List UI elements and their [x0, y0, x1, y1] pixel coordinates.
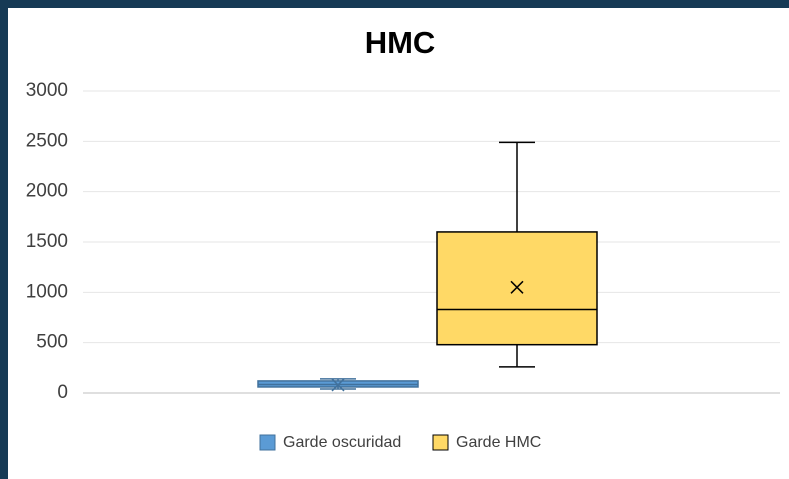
mean-marker [510, 280, 524, 294]
mean-marker [331, 378, 345, 392]
y-tick-label: 2000 [26, 181, 68, 202]
y-tick-label: 0 [57, 382, 68, 403]
y-tick-label: 500 [36, 332, 68, 353]
chart-background [8, 8, 789, 479]
legend-swatch [432, 434, 449, 451]
chart-title: HMC [365, 25, 436, 60]
y-tick-label: 1000 [26, 281, 68, 302]
y-tick-label: 2500 [26, 130, 68, 151]
legend-label: Garde oscuridad [283, 434, 401, 451]
legend-label: Garde HMC [456, 434, 541, 451]
y-tick-label: 3000 [26, 80, 68, 101]
legend-swatch [259, 434, 276, 451]
y-tick-label: 1500 [26, 231, 68, 252]
